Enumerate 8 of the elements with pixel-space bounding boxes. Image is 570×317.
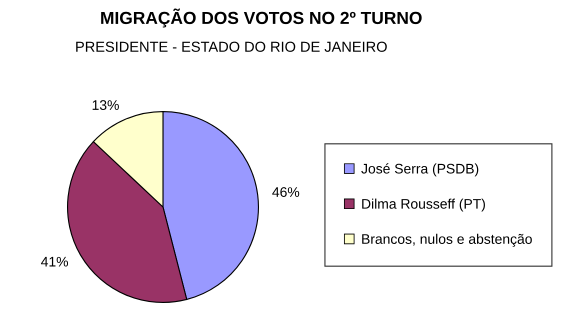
legend-label: José Serra (PSDB)	[361, 163, 478, 176]
legend-label: Brancos, nulos e abstenção	[362, 234, 532, 247]
chart-subtitle: PRESIDENTE - ESTADO DO RIO DE JANEIRO	[76, 42, 387, 52]
chart-title: MIGRAÇÃO DOS VOTOS NO 2º TURNO	[101, 8, 422, 28]
data-label: 13%	[92, 100, 119, 110]
legend-label: Dilma Rousseff (PT)	[362, 198, 485, 212]
data-label: 41%	[41, 256, 68, 267]
data-label: 46%	[272, 187, 300, 197]
